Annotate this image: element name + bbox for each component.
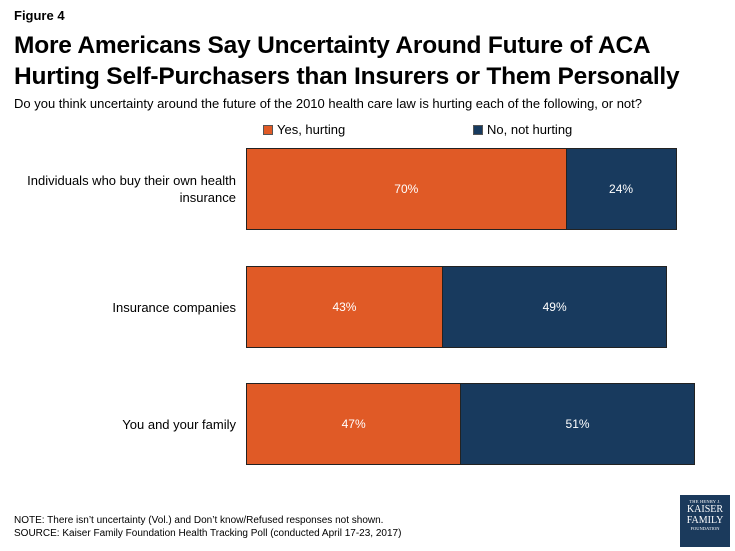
logo-line-4: FOUNDATION [690, 526, 720, 531]
logo-line-1: THE HENRY J. [689, 499, 721, 504]
bar-row: 43% 49% [246, 266, 668, 348]
category-label: Insurance companies [112, 299, 236, 315]
figure-label: Figure 4 [14, 8, 65, 23]
legend: Yes, hurting No, not hurting [0, 122, 735, 138]
kff-logo: THE HENRY J. KAISER FAMILY FOUNDATION [680, 495, 730, 547]
legend-item-no: No, not hurting [473, 122, 572, 137]
chart-title: More Americans Say Uncertainty Around Fu… [14, 32, 680, 90]
data-label: 70% [394, 182, 419, 196]
data-label: 51% [565, 417, 590, 431]
logo-line-2: KAISER [686, 504, 724, 515]
chart-subtitle: Do you think uncertainty around the futu… [14, 96, 643, 111]
category-label: Individuals who buy their own health ins… [27, 173, 236, 205]
legend-swatch-yes [263, 124, 273, 135]
bar-segment-yes: 70% [246, 148, 567, 230]
data-label: 47% [341, 417, 366, 431]
data-label: 24% [609, 182, 634, 196]
bar-row: 70% 24% [246, 148, 677, 230]
bar-segment-yes: 47% [246, 383, 462, 465]
legend-label-no: No, not hurting [487, 122, 573, 137]
source-text: SOURCE: Kaiser Family Foundation Health … [14, 528, 402, 539]
legend-item-yes: Yes, hurting [263, 122, 345, 137]
data-label: 49% [542, 300, 567, 314]
logo-line-3: FAMILY [686, 515, 724, 526]
bar-segment-no: 24% [566, 148, 677, 230]
bar-segment-no: 51% [461, 383, 695, 465]
data-label: 43% [332, 300, 357, 314]
bar-segment-yes: 43% [246, 266, 443, 348]
category-label: You and your family [122, 416, 236, 432]
legend-swatch-no [473, 124, 483, 135]
bar-segment-no: 49% [442, 266, 668, 348]
note-text: NOTE: There isn’t uncertainty (Vol.) and… [14, 515, 384, 526]
bar-row: 47% 51% [246, 383, 695, 465]
footnote: NOTE: There isn’t uncertainty (Vol.) and… [14, 514, 401, 540]
legend-label-yes: Yes, hurting [277, 122, 346, 137]
